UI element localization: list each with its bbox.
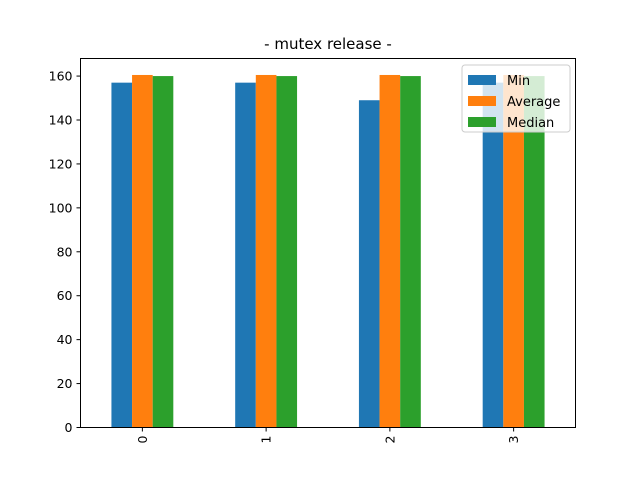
bar-average-3 — [503, 74, 524, 428]
y-tick-label-20: 20 — [57, 376, 73, 391]
bar-average-0 — [132, 74, 153, 428]
legend-swatch-median — [468, 117, 496, 127]
y-tick-label-120: 120 — [49, 156, 73, 171]
bar-average-1 — [255, 74, 277, 428]
bar-min-1 — [235, 82, 256, 428]
y-tick-label-100: 100 — [49, 200, 73, 215]
bar-min-3 — [482, 82, 504, 428]
bar-min-2 — [358, 100, 380, 428]
x-tick-label-2: 2 — [382, 436, 397, 444]
y-axis: 0 20 40 60 80 100 120 140 160 — [49, 69, 81, 435]
legend: Min Average Median — [461, 64, 571, 133]
bar-average-2 — [379, 74, 401, 428]
legend-label-median: Median — [507, 116, 554, 131]
plot-frame — [80, 58, 576, 428]
y-tick-label-60: 60 — [57, 288, 73, 303]
bar-median-2 — [400, 76, 421, 428]
legend-label-min: Min — [507, 74, 530, 89]
x-axis: 0 1 2 3 — [135, 427, 521, 444]
x-tick-label-3: 3 — [506, 436, 521, 444]
y-tick-label-0: 0 — [65, 420, 73, 435]
y-tick-label-80: 80 — [57, 244, 73, 259]
y-tick-label-140: 140 — [49, 113, 73, 128]
legend-swatch-average — [468, 96, 496, 106]
bar-median-1 — [276, 76, 298, 428]
bar-median-3 — [523, 76, 545, 428]
bar-median-0 — [152, 76, 174, 428]
chart-title: - mutex release - — [264, 35, 392, 53]
plot-bars — [111, 74, 545, 428]
legend-label-average: Average — [507, 95, 560, 110]
legend-swatch-min — [468, 75, 496, 85]
bar-min-0 — [111, 82, 133, 428]
x-tick-label-1: 1 — [259, 436, 274, 444]
y-tick-label-160: 160 — [49, 69, 73, 84]
x-tick-label-0: 0 — [135, 435, 150, 443]
y-tick-label-40: 40 — [57, 332, 73, 347]
